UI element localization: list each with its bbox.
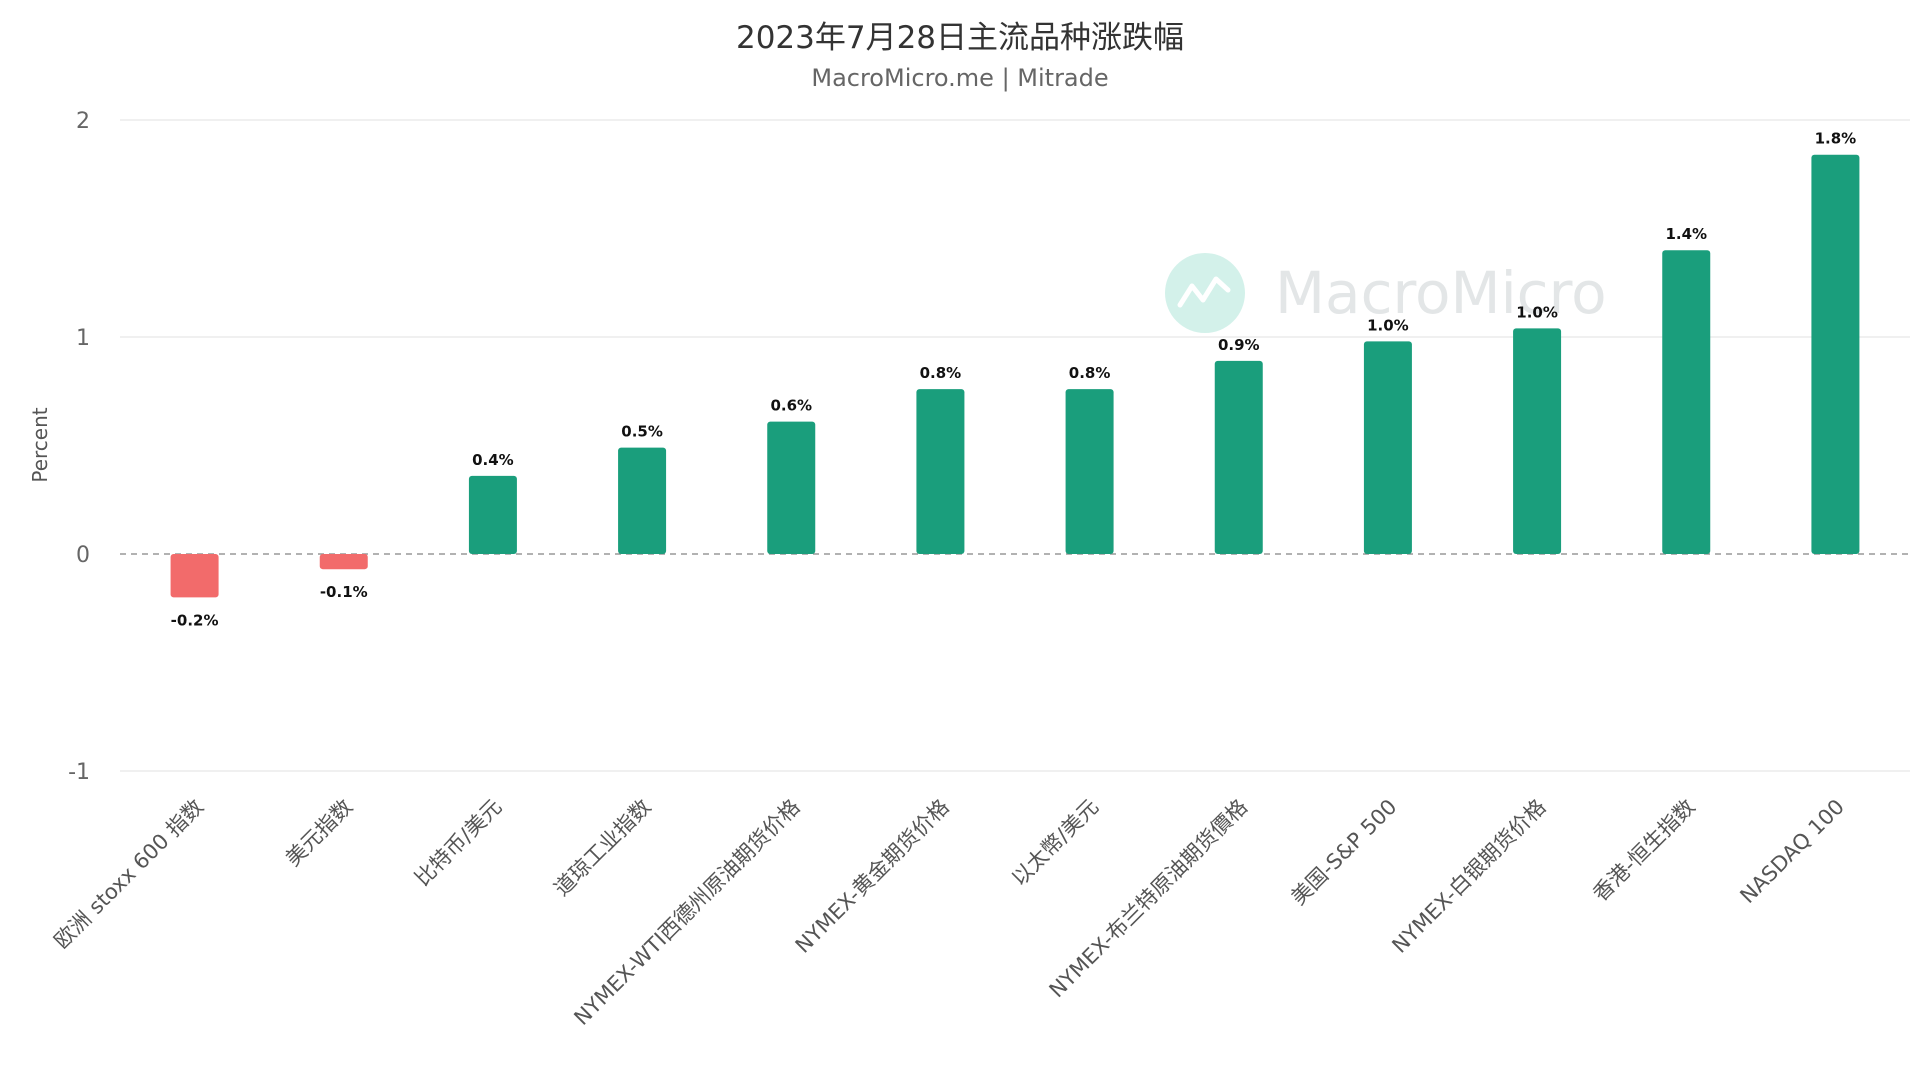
data-label: -0.2% [171,611,219,629]
data-labels: -0.2% -0.1% 0.4% 0.5% 0.6% 0.8% 0.8% 0.9% 1.0% 1.… [171,130,1857,630]
data-label: 0.6% [770,397,812,415]
chart-title: 2023年7月28日主流品种涨跌幅 [735,20,1185,56]
data-label: 1.0% [1367,316,1409,334]
x-tick-label: NASDAQ 100 [1735,795,1848,908]
x-tick-label: NYMEX-白银期货价格 [1387,795,1550,958]
data-label: 0.4% [472,451,514,469]
bar [1662,250,1711,554]
bar [618,447,667,554]
x-tick-label: 欧洲 stoxx 600 指数 [49,795,208,954]
y-tick-label: 2 [76,109,90,134]
bar [1363,341,1412,554]
data-label: -0.1% [320,583,368,601]
data-label: 1.0% [1516,303,1558,321]
y-tick-label: -1 [68,760,90,785]
bar [468,475,517,554]
y-axis-title: Percent [28,407,52,482]
watermark-logo-line-icon [1177,276,1231,308]
x-tick-label: 以太幣/美元 [1007,795,1103,891]
data-label: 0.8% [920,364,962,382]
y-tick-label: 1 [76,326,90,351]
bar [916,389,965,554]
watermark-text: MacroMicro [1275,259,1607,327]
x-tick-label: 美国-S&P 500 [1286,795,1401,910]
data-label: 1.4% [1665,225,1707,243]
grid-lines: -1 0 1 2 [68,109,1910,785]
chart-subtitle: MacroMicro.me | Mitrade [811,64,1109,92]
bar [1513,328,1562,554]
data-label: 0.5% [621,423,663,441]
data-label: 1.8% [1815,130,1857,148]
bar [1214,360,1263,554]
x-axis-labels: 欧洲 stoxx 600 指数 美元指数 比特币/美元 道琼工业指数NYMEX-WTI… [49,795,1848,1030]
watermark: MacroMicro [1165,253,1607,333]
x-tick-label: NYMEX-黄金期货价格 [791,795,954,958]
bar [1065,389,1114,554]
x-tick-label: 比特币/美元 [410,795,506,891]
bars [170,154,1860,598]
x-tick-label: 香港-恒生指数 [1588,795,1699,906]
data-label: 0.8% [1069,364,1111,382]
data-label: 0.9% [1218,336,1260,354]
bar [319,554,368,570]
bar [767,421,816,554]
y-tick-label: 0 [76,543,90,568]
bar [1811,154,1860,554]
bar [170,554,219,598]
x-tick-label: 道琼工业指数 [550,795,656,901]
x-tick-label: 美元指数 [281,795,357,871]
